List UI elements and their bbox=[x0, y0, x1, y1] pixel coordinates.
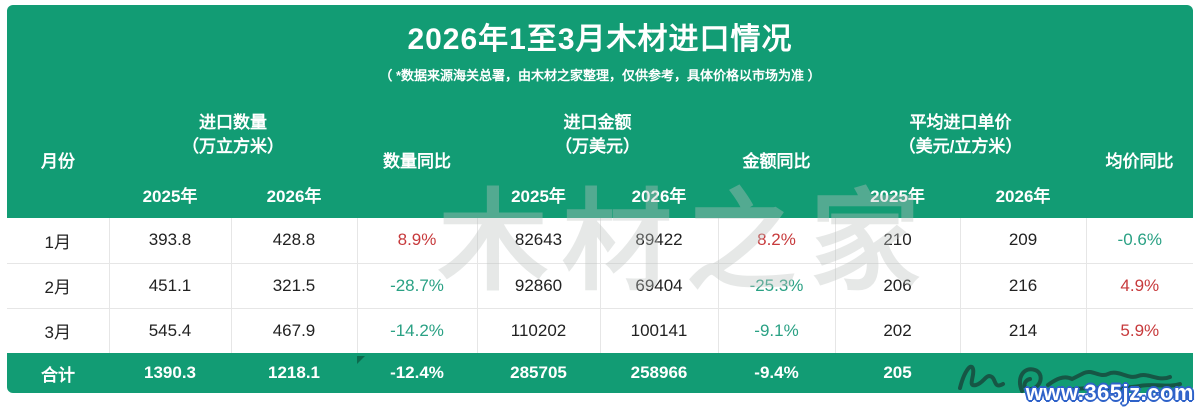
cell-total-qty-2025: 1390.3 bbox=[109, 353, 231, 393]
group-unit: （万立方米） bbox=[182, 137, 284, 156]
table-row-jan: 1月 393.8 428.8 8.9% 82643 89422 8.2% 210… bbox=[7, 218, 1193, 264]
cell-amount-yoy: -9.1% bbox=[717, 307, 836, 353]
cell-qty-yoy: -28.7% bbox=[356, 262, 478, 309]
header-qty-2025: 2025年 bbox=[109, 170, 231, 218]
import-data-table: 月份 进口数量 （万立方米） 数量同比 进口金额 （万美元） 金额同比 平均进口… bbox=[7, 100, 1193, 393]
cell-total-qty-yoy: -12.4% bbox=[357, 353, 477, 393]
group-name: 进口数量 bbox=[199, 113, 267, 132]
header-qty-2026: 2026年 bbox=[231, 170, 357, 218]
cell-qty-2025: 451.1 bbox=[108, 262, 232, 309]
header-group-row: 月份 进口数量 （万立方米） 数量同比 进口金额 （万美元） 金额同比 平均进口… bbox=[7, 100, 1193, 218]
table-row-feb: 2月 451.1 321.5 -28.7% 92860 69404 -25.3%… bbox=[7, 262, 1193, 309]
cell-amount-yoy: -25.3% bbox=[717, 262, 836, 309]
cell-total-label: 合计 bbox=[7, 353, 109, 393]
cell-amount-2025: 110202 bbox=[476, 307, 601, 353]
site-watermark-text: www.365jz.com bbox=[1025, 380, 1194, 405]
cell-price-2025: 202 bbox=[834, 307, 961, 353]
cell-price-2026: 209 bbox=[959, 218, 1087, 264]
cell-qty-2025: 393.8 bbox=[108, 218, 232, 264]
table-row-mar: 3月 545.4 467.9 -14.2% 110202 100141 -9.1… bbox=[7, 307, 1193, 353]
cell-amount-2026: 89422 bbox=[599, 218, 719, 264]
group-name: 平均进口单价 bbox=[909, 113, 1012, 132]
cell-price-2025: 210 bbox=[834, 218, 961, 264]
cell-total-amount-2025: 285705 bbox=[477, 353, 600, 393]
cell-corner-marker bbox=[357, 356, 365, 364]
header-year-row: 2025年 2026年 2025年 2026年 2025年 2026年 bbox=[7, 170, 1193, 218]
page-subtitle: （ *数据来源海关总署，由木材之家整理，仅供参考，具体价格以市场为准 ） bbox=[379, 68, 821, 83]
table-footer: 合计 1390.3 1218.1 -12.4% 285705 258966 -9… bbox=[7, 353, 1193, 393]
cell-qty-2025: 545.4 bbox=[108, 307, 232, 353]
header-amount-yoy: 金额同比 bbox=[718, 100, 835, 218]
cell-price-2026: 214 bbox=[959, 307, 1087, 353]
header-group-avg-unit-price: 平均进口单价 （美元/立方米） bbox=[835, 100, 1087, 170]
table-card: 2026年1至3月木材进口情况 （ *数据来源海关总署，由木材之家整理，仅供参考… bbox=[7, 5, 1193, 393]
header-group-import-amount: 进口金额 （万美元） bbox=[477, 100, 718, 170]
title-block: 2026年1至3月木材进口情况 （ *数据来源海关总署，由木材之家整理，仅供参考… bbox=[7, 5, 1193, 100]
cell-amount-2025: 82643 bbox=[476, 218, 601, 264]
header-group-import-qty: 进口数量 （万立方米） bbox=[109, 100, 357, 170]
cell-price-2025: 206 bbox=[834, 262, 961, 309]
cell-price-yoy: -0.6% bbox=[1085, 218, 1193, 264]
cell-total-amount-2026: 258966 bbox=[600, 353, 718, 393]
header-price-2025: 2025年 bbox=[835, 170, 960, 218]
cell-qty-2026: 467.9 bbox=[230, 307, 358, 353]
group-unit: （美元/立方米） bbox=[898, 137, 1023, 156]
table-body: 1月 393.8 428.8 8.9% 82643 89422 8.2% 210… bbox=[7, 218, 1193, 353]
header-price-2026: 2026年 bbox=[960, 170, 1087, 218]
table-row-total: 合计 1390.3 1218.1 -12.4% 285705 258966 -9… bbox=[7, 353, 1193, 393]
cell-amount-2025: 92860 bbox=[476, 262, 601, 309]
cell-month: 1月 bbox=[7, 218, 110, 264]
cell-price-yoy: 5.9% bbox=[1085, 307, 1193, 353]
header-amount-2026: 2026年 bbox=[600, 170, 718, 218]
cell-month: 3月 bbox=[7, 307, 110, 353]
header-amount-2025: 2025年 bbox=[477, 170, 600, 218]
header-qty-yoy: 数量同比 bbox=[357, 100, 477, 218]
cell-price-yoy: 4.9% bbox=[1085, 262, 1193, 309]
cell-amount-2026: 69404 bbox=[599, 262, 719, 309]
cell-qty-2026: 428.8 bbox=[230, 218, 358, 264]
table-header: 月份 进口数量 （万立方米） 数量同比 进口金额 （万美元） 金额同比 平均进口… bbox=[7, 100, 1193, 218]
page-title: 2026年1至3月木材进口情况 bbox=[407, 23, 793, 56]
cell-total-amount-yoy: -9.4% bbox=[718, 353, 835, 393]
header-month: 月份 bbox=[7, 100, 109, 218]
cell-qty-yoy: -14.2% bbox=[356, 307, 478, 353]
cell-qty-2026: 321.5 bbox=[230, 262, 358, 309]
cell-total-price-2025: 205 bbox=[835, 353, 960, 393]
cell-total-qty-2026: 1218.1 bbox=[231, 353, 357, 393]
cell-amount-2026: 100141 bbox=[599, 307, 719, 353]
header-avg-price-yoy: 均价同比 bbox=[1086, 100, 1193, 218]
cell-month: 2月 bbox=[7, 262, 110, 309]
group-name: 进口金额 bbox=[563, 113, 632, 132]
cell-qty-yoy: 8.9% bbox=[356, 218, 478, 264]
cell-amount-yoy: 8.2% bbox=[717, 218, 836, 264]
cell-price-2026: 216 bbox=[959, 262, 1087, 309]
group-unit: （万美元） bbox=[555, 137, 640, 156]
